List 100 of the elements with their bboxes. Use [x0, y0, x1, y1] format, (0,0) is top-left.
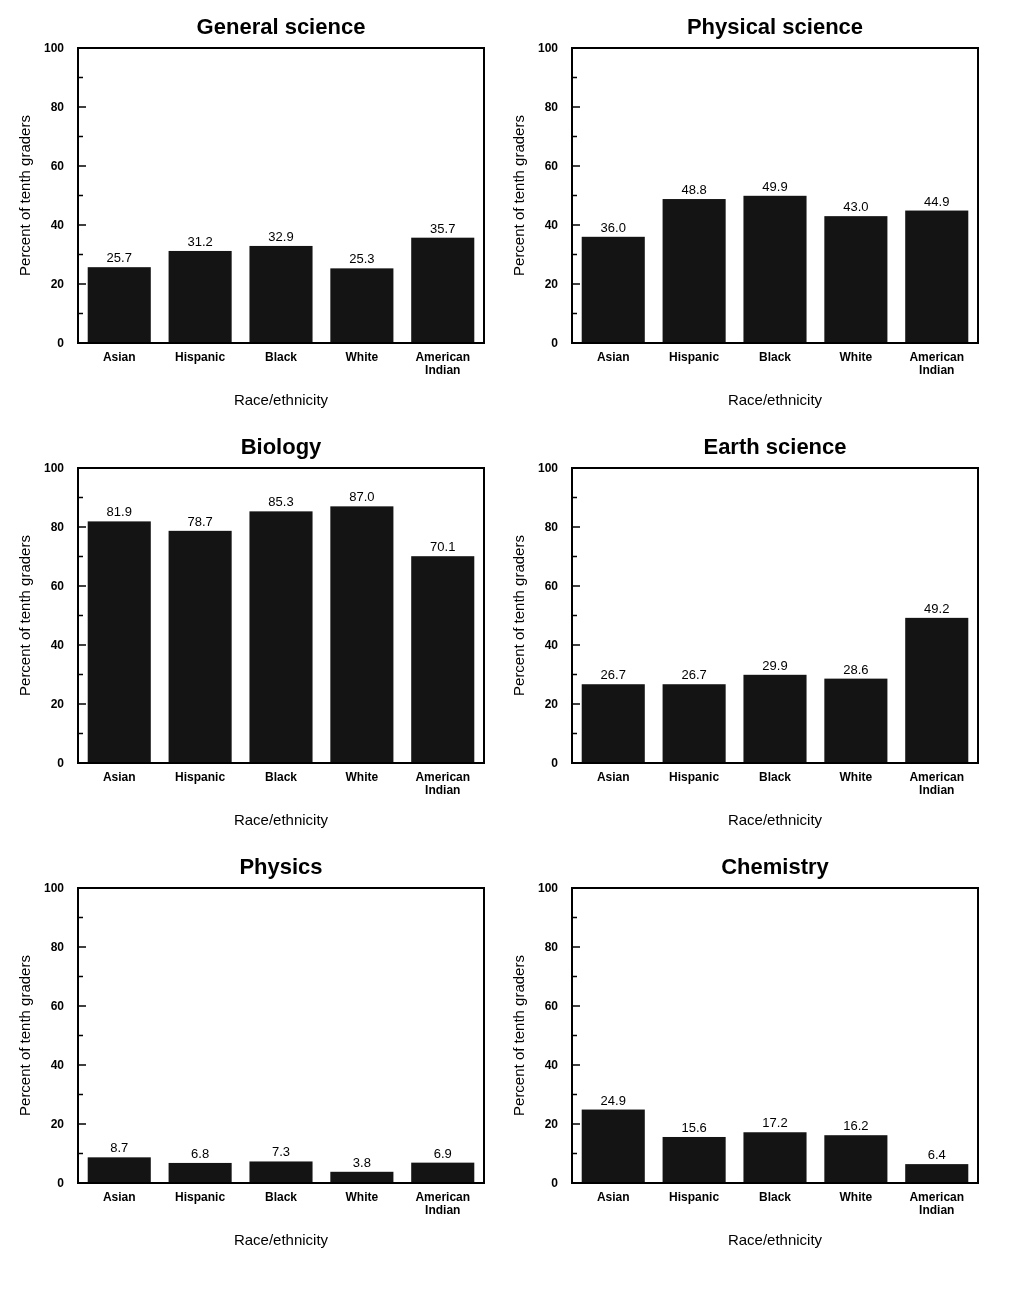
y-tick-label: 20 — [50, 1117, 65, 1132]
x-tick-label: Asian — [596, 1190, 630, 1204]
data-label: 6.4 — [927, 1147, 946, 1163]
y-tick-label: 80 — [50, 940, 65, 955]
y-tick-label: 40 — [544, 638, 559, 653]
y-tick-label: 20 — [50, 277, 65, 292]
y-tick-label: 100 — [537, 881, 559, 896]
x-tick-label: Hispanic — [669, 1190, 720, 1204]
x-tick-label: Asian — [596, 770, 630, 784]
data-label: 85.3 — [268, 494, 294, 510]
bar — [330, 506, 394, 763]
x-tick-label: American Indian — [415, 1190, 471, 1217]
data-label: 24.9 — [600, 1092, 626, 1108]
bar — [249, 511, 313, 763]
chart-title: General science — [196, 14, 366, 39]
x-tick-label: Black — [264, 770, 298, 784]
data-label: 3.8 — [352, 1154, 371, 1170]
y-tick-label: 80 — [50, 100, 65, 115]
chart-title: Biology — [240, 434, 323, 459]
x-tick-label: Black — [758, 350, 792, 364]
x-tick-label: American Indian — [415, 770, 471, 797]
y-tick-label: 100 — [43, 461, 65, 476]
x-tick-label: White — [345, 350, 379, 364]
data-label: 78.7 — [187, 513, 213, 529]
x-tick-label: Black — [264, 350, 298, 364]
data-label: 32.9 — [268, 228, 294, 244]
x-tick-label: White — [839, 1190, 873, 1204]
y-tick-label: 40 — [50, 1058, 65, 1073]
data-label: 25.3 — [349, 251, 375, 267]
x-tick-label: Asian — [102, 1190, 136, 1204]
data-label: 87.0 — [349, 489, 375, 505]
bar — [662, 1136, 726, 1183]
data-label: 31.2 — [187, 233, 213, 249]
y-axis-title: Percent of tenth graders — [16, 535, 33, 696]
x-tick-label: American Indian — [909, 350, 965, 377]
y-tick-label: 20 — [544, 277, 559, 292]
y-axis-title: Percent of tenth graders — [510, 535, 527, 696]
x-axis-title: Race/ethnicity — [727, 811, 823, 828]
x-tick-label: Asian — [102, 350, 136, 364]
bar — [87, 521, 151, 763]
bar — [743, 195, 807, 343]
chart-title: Physical science — [686, 14, 864, 39]
y-tick-label: 100 — [43, 41, 65, 56]
y-tick-label: 0 — [551, 1176, 559, 1191]
data-label: 48.8 — [681, 182, 707, 198]
y-tick-label: 0 — [551, 336, 559, 351]
y-axis-title: Percent of tenth graders — [510, 955, 527, 1116]
data-label: 29.9 — [762, 657, 788, 673]
x-tick-label: Asian — [102, 770, 136, 784]
x-axis-title: Race/ethnicity — [727, 391, 823, 408]
y-tick-label: 20 — [544, 697, 559, 712]
y-axis-title: Percent of tenth graders — [16, 955, 33, 1116]
x-tick-label: White — [345, 1190, 379, 1204]
data-label: 6.8 — [191, 1145, 210, 1161]
y-tick-label: 40 — [544, 1058, 559, 1073]
y-tick-label: 0 — [57, 336, 65, 351]
y-tick-label: 80 — [544, 520, 559, 535]
x-tick-label: Hispanic — [175, 770, 226, 784]
y-tick-label: 60 — [50, 159, 65, 174]
x-tick-label: Asian — [596, 350, 630, 364]
data-label: 44.9 — [924, 193, 950, 209]
x-tick-label: Black — [758, 770, 792, 784]
bar — [662, 199, 726, 343]
y-tick-label: 60 — [50, 999, 65, 1014]
data-label: 26.7 — [600, 667, 626, 683]
bar — [743, 1132, 807, 1183]
bar — [824, 678, 888, 763]
data-label: 8.7 — [110, 1140, 129, 1156]
chart-title: Physics — [239, 854, 323, 879]
bar — [168, 530, 232, 763]
y-tick-label: 60 — [50, 579, 65, 594]
x-tick-label: Hispanic — [175, 1190, 226, 1204]
y-tick-label: 100 — [43, 881, 65, 896]
data-label: 6.9 — [433, 1145, 452, 1161]
y-tick-label: 80 — [50, 520, 65, 535]
y-tick-label: 60 — [544, 999, 559, 1014]
chart-title: Chemistry — [721, 854, 830, 879]
bar — [411, 556, 475, 763]
y-tick-label: 100 — [537, 41, 559, 56]
x-axis-title: Race/ethnicity — [727, 1231, 823, 1248]
x-axis-title: Race/ethnicity — [233, 1231, 329, 1248]
data-label: 28.6 — [843, 661, 869, 677]
x-tick-label: Hispanic — [669, 770, 720, 784]
chart-title: Earth science — [703, 434, 847, 459]
y-tick-label: 100 — [537, 461, 559, 476]
y-tick-label: 40 — [544, 218, 559, 233]
x-tick-label: American Indian — [909, 1190, 965, 1217]
data-label: 36.0 — [600, 219, 626, 235]
data-label: 7.3 — [271, 1144, 291, 1160]
y-tick-label: 0 — [551, 756, 559, 771]
data-label: 49.9 — [762, 178, 788, 194]
data-label: 25.7 — [106, 250, 132, 266]
y-tick-label: 60 — [544, 159, 559, 174]
bar — [905, 617, 969, 763]
data-label: 26.7 — [681, 667, 707, 683]
data-label: 15.6 — [681, 1119, 707, 1135]
bar — [581, 684, 645, 763]
bar — [824, 1135, 888, 1183]
x-tick-label: White — [839, 770, 873, 784]
x-tick-label: White — [345, 770, 379, 784]
